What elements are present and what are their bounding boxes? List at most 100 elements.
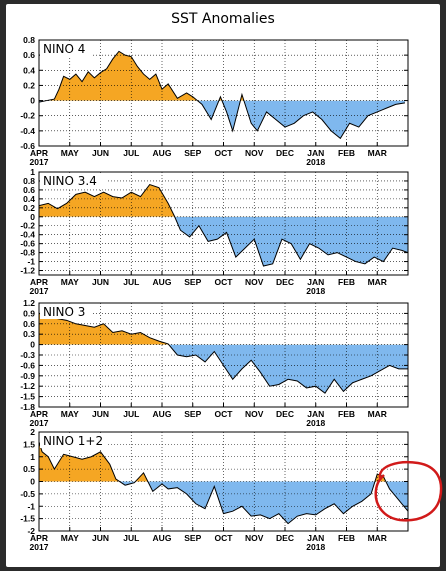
year-label: 2018 (306, 286, 325, 296)
x-tick-label: MAY (61, 148, 79, 158)
y-tick-label: 0 (30, 212, 35, 222)
negative-anomaly-area (168, 344, 408, 394)
x-tick-label: NOV (245, 277, 264, 287)
panel-label: NINO 3 (43, 305, 85, 319)
panel-label: NINO 3.4 (43, 174, 97, 188)
x-tick-label: MAR (368, 277, 387, 287)
y-tick-label: -0.4 (20, 126, 35, 136)
y-tick-label: 0.6 (23, 185, 35, 195)
x-tick-label: AUG (153, 148, 172, 158)
y-tick-label: 1 (30, 452, 35, 462)
x-tick-label: JUL (123, 148, 139, 158)
panel-label: NINO 4 (43, 42, 85, 56)
panel-label-background (40, 173, 108, 188)
x-tick-label: JUN (92, 409, 109, 419)
x-tick-label: FEB (338, 533, 355, 543)
year-label: 2018 (306, 418, 325, 428)
y-tick-label: 1 (30, 167, 35, 177)
year-label: 2017 (30, 542, 49, 552)
x-tick-label: APR (30, 148, 48, 158)
x-tick-label: SEP (184, 409, 201, 419)
year-label: 2017 (30, 157, 49, 167)
panel-nino-3: 1.20.90.60.30-0.3-0.6-0.9-1.2-1.5-1.8APR… (20, 298, 409, 428)
y-tick-label: -1 (27, 501, 35, 511)
y-tick-label: 0.2 (23, 80, 35, 90)
x-tick-label: DEC (276, 533, 294, 543)
figure-title: SST Anomalies (171, 11, 275, 27)
y-tick-label: -0.6 (20, 239, 35, 249)
y-tick-label: -1.2 (20, 266, 35, 276)
panel-label-background (40, 304, 93, 319)
x-tick-label: JUN (92, 533, 109, 543)
y-tick-label: 0.2 (23, 203, 35, 213)
x-tick-label: OCT (215, 533, 234, 543)
year-label: 2018 (306, 542, 325, 552)
x-tick-label: JUL (123, 533, 139, 543)
y-tick-label: -0.6 (20, 360, 35, 370)
anomaly-line (39, 441, 408, 525)
negative-anomaly-area (39, 100, 405, 139)
x-tick-label: APR (30, 533, 48, 543)
x-tick-label: AUG (153, 533, 172, 543)
year-label: 2017 (30, 418, 49, 428)
y-tick-label: -2 (27, 526, 35, 536)
x-tick-label: DEC (276, 277, 294, 287)
anomaly-line (39, 183, 408, 267)
x-tick-label: SEP (184, 533, 201, 543)
y-tick-label: 0 (30, 96, 35, 106)
y-tick-label: -1.8 (20, 402, 35, 412)
x-tick-label: AUG (153, 277, 172, 287)
y-tick-label: 0.8 (23, 176, 35, 186)
y-tick-label: -1.2 (20, 381, 35, 391)
y-tick-label: -0.8 (20, 248, 35, 258)
x-tick-label: JUN (92, 148, 109, 158)
y-tick-label: 0.8 (23, 35, 35, 45)
x-tick-label: AUG (153, 409, 172, 419)
y-tick-label: 0.6 (23, 50, 35, 60)
x-tick-label: OCT (215, 277, 234, 287)
x-tick-label: MAY (61, 277, 79, 287)
positive-anomaly-area (39, 441, 408, 482)
x-tick-label: OCT (215, 409, 234, 419)
x-tick-label: NOV (245, 533, 264, 543)
positive-anomaly-area (39, 184, 175, 217)
positive-anomaly-area (39, 313, 169, 345)
x-tick-label: SEP (184, 277, 201, 287)
x-tick-label: JAN (307, 277, 324, 287)
y-tick-label: 1.2 (23, 298, 35, 308)
x-tick-label: JAN (307, 148, 324, 158)
y-tick-label: 0 (30, 340, 35, 350)
y-tick-label: 0.4 (23, 194, 35, 204)
y-tick-label: -0.3 (20, 350, 35, 360)
anomaly-line (39, 50, 406, 140)
x-tick-label: MAR (368, 148, 387, 158)
y-tick-label: -0.2 (20, 111, 35, 121)
x-tick-label: JUL (123, 277, 139, 287)
panel-label-background (40, 433, 108, 448)
y-tick-label: 0.6 (23, 319, 35, 329)
positive-anomaly-area (39, 51, 405, 101)
y-tick-label: 0.5 (23, 464, 35, 474)
y-tick-label: -1 (27, 257, 35, 267)
x-tick-label: JUL (123, 409, 139, 419)
x-tick-label: MAY (61, 409, 79, 419)
x-tick-label: JAN (307, 533, 324, 543)
negative-anomaly-area (39, 481, 408, 524)
x-tick-label: FEB (338, 277, 355, 287)
y-tick-label: -0.4 (20, 230, 35, 240)
x-tick-label: FEB (338, 148, 355, 158)
x-tick-label: DEC (276, 148, 294, 158)
y-tick-label: -0.5 (20, 489, 35, 499)
panel-label-background (40, 41, 93, 56)
y-tick-label: 2 (30, 427, 35, 437)
year-label: 2017 (30, 286, 49, 296)
x-tick-label: FEB (338, 409, 355, 419)
y-tick-label: -0.2 (20, 221, 35, 231)
anomaly-line (39, 312, 408, 394)
x-tick-label: NOV (245, 148, 264, 158)
y-tick-label: -0.9 (20, 371, 35, 381)
x-tick-label: NOV (245, 409, 264, 419)
